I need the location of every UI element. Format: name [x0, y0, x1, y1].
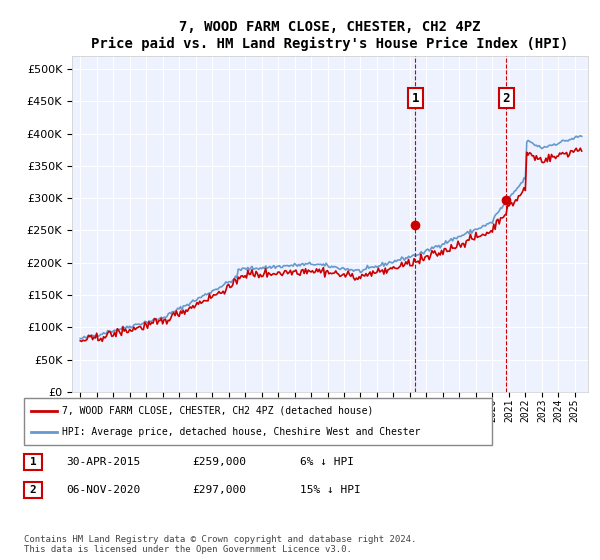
Text: Contains HM Land Registry data © Crown copyright and database right 2024.
This d: Contains HM Land Registry data © Crown c…: [24, 535, 416, 554]
Text: £297,000: £297,000: [192, 485, 246, 495]
Text: HPI: Average price, detached house, Cheshire West and Chester: HPI: Average price, detached house, Ches…: [62, 427, 420, 437]
Text: 30-APR-2015: 30-APR-2015: [66, 457, 140, 467]
Text: 2: 2: [29, 485, 37, 495]
Text: 6% ↓ HPI: 6% ↓ HPI: [300, 457, 354, 467]
Text: 7, WOOD FARM CLOSE, CHESTER, CH2 4PZ (detached house): 7, WOOD FARM CLOSE, CHESTER, CH2 4PZ (de…: [62, 406, 373, 416]
Title: 7, WOOD FARM CLOSE, CHESTER, CH2 4PZ
Price paid vs. HM Land Registry's House Pri: 7, WOOD FARM CLOSE, CHESTER, CH2 4PZ Pri…: [91, 20, 569, 50]
Text: £259,000: £259,000: [192, 457, 246, 467]
Text: 1: 1: [29, 457, 37, 467]
Text: 2: 2: [503, 91, 510, 105]
Text: 15% ↓ HPI: 15% ↓ HPI: [300, 485, 361, 495]
Text: 06-NOV-2020: 06-NOV-2020: [66, 485, 140, 495]
Text: 1: 1: [412, 91, 419, 105]
